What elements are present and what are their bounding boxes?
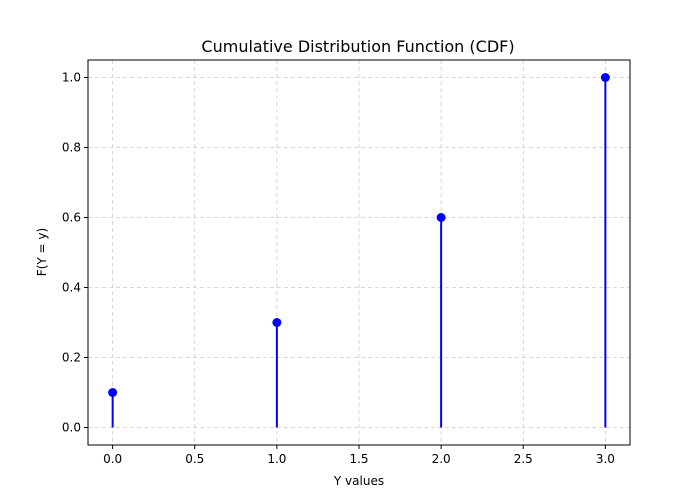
x-axis-label: Y values <box>333 474 384 488</box>
y-tick-label: 0.4 <box>62 281 81 295</box>
x-tick-label: 3.0 <box>596 452 615 466</box>
y-tick-label: 0.6 <box>62 211 81 225</box>
y-tick-label: 0.8 <box>62 141 81 155</box>
y-axis-label: F(Y = y) <box>35 228 49 276</box>
x-tick-label: 2.0 <box>432 452 451 466</box>
stem-series <box>108 73 610 428</box>
y-axis-ticks: 0.0 0.2 0.4 0.6 0.8 1.0 <box>62 71 88 435</box>
stem-marker <box>600 73 610 82</box>
chart-title: Cumulative Distribution Function (CDF) <box>201 37 514 56</box>
x-tick-label: 0.0 <box>103 452 122 466</box>
grid-lines <box>88 60 630 445</box>
stem-marker <box>108 388 118 397</box>
y-tick-label: 0.0 <box>62 421 81 435</box>
stem-marker <box>436 213 446 222</box>
x-tick-label: 1.5 <box>349 452 368 466</box>
y-tick-label: 1.0 <box>62 71 81 85</box>
x-tick-label: 2.5 <box>514 452 533 466</box>
y-tick-label: 0.2 <box>62 351 81 365</box>
x-tick-label: 1.0 <box>267 452 286 466</box>
x-axis-ticks: 0.0 0.5 1.0 1.5 2.0 2.5 3.0 <box>103 445 615 466</box>
x-tick-label: 0.5 <box>185 452 204 466</box>
stem-marker <box>272 318 282 327</box>
